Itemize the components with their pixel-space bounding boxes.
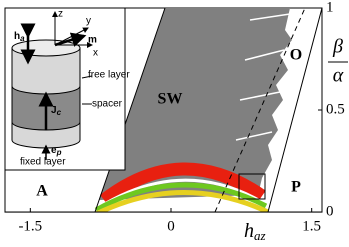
- inset: [4, 7, 126, 171]
- y-axis-label: α: [333, 65, 344, 87]
- region-label: P: [291, 179, 301, 196]
- mask: [5, 212, 322, 224]
- left-boundary: [94, 7, 166, 213]
- region-label: SW: [158, 91, 183, 108]
- x-tick-label: -1.5: [18, 218, 42, 234]
- inset-label: ha: [14, 31, 25, 43]
- x-tick-label: 1.5: [302, 218, 321, 234]
- x-tick-label: 0: [167, 218, 175, 234]
- inset-label: ep: [51, 145, 62, 157]
- zoom-box: [238, 173, 266, 200]
- green-band: [94, 182, 268, 213]
- region-label: A: [36, 183, 48, 200]
- x-axis-label: haz: [244, 220, 266, 243]
- inset-label: Jc: [51, 105, 62, 117]
- inset-label: fixed layer: [20, 157, 66, 168]
- inset-label: y: [86, 16, 91, 27]
- right-boundary: [267, 7, 323, 213]
- inset-label: x: [93, 48, 98, 59]
- yellow-band: [94, 190, 270, 217]
- region-label: O: [290, 47, 302, 64]
- sw-streaks: [235, 13, 291, 141]
- sw-region: [99, 8, 292, 200]
- inset-label: spacer: [92, 99, 123, 110]
- red-band: [100, 162, 266, 206]
- inset-label: free layer: [88, 70, 130, 81]
- inset-label: m: [88, 35, 97, 46]
- inset-label: z: [58, 9, 63, 20]
- dashed-boundary: [214, 7, 306, 213]
- y-tick-label: 1: [326, 0, 334, 15]
- y-tick-label: 0.5: [326, 101, 345, 117]
- y-tick-label: 0: [326, 203, 334, 219]
- y-axis-label: β: [332, 36, 343, 58]
